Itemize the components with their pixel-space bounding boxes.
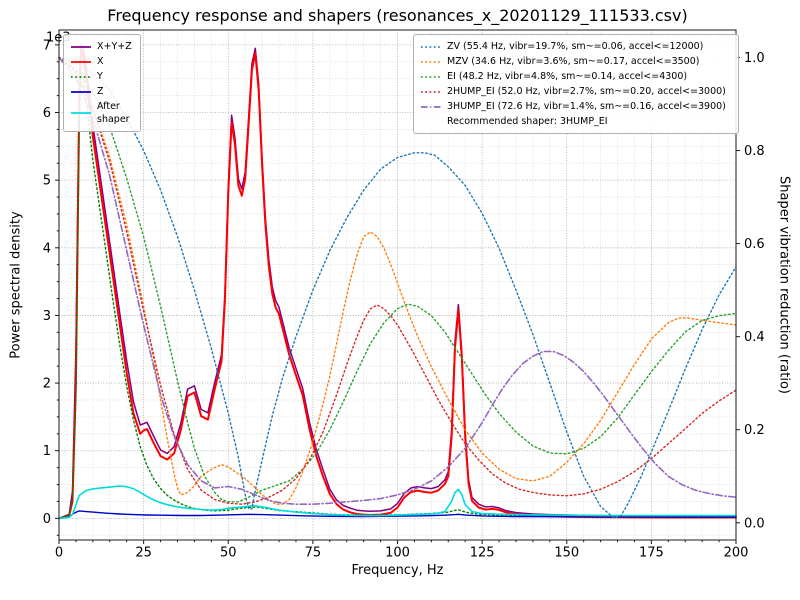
y-axis-label-right: Shaper vibration reduction (ratio) <box>776 176 792 394</box>
y-right-tick-label: 1.0 <box>744 51 765 66</box>
legend-entry: Z <box>70 85 134 98</box>
x-tick-label: 200 <box>724 546 749 561</box>
legend-label: EI (48.2 Hz, vibr=4.8%, sm~=0.14, accel<… <box>447 71 688 82</box>
legend-label: After shaper <box>97 101 130 125</box>
legend-entry: Y <box>70 70 134 83</box>
grid-major <box>58 30 737 540</box>
legend-label: MZV (34.6 Hz, vibr=3.6%, sm~=0.17, accel… <box>447 56 700 67</box>
series-after-shaper <box>58 485 737 520</box>
legend-entry: X <box>70 55 134 68</box>
legend-label: X <box>97 56 104 67</box>
legend-line-sample <box>71 45 91 48</box>
series-3hump_ei <box>58 56 737 506</box>
y-right-tick-label: 0.2 <box>744 423 765 438</box>
y-right-tick-label: 0.0 <box>744 516 765 531</box>
x-tick-label: 100 <box>385 546 410 561</box>
legend-entry: MZV (34.6 Hz, vibr=3.6%, sm~=0.17, accel… <box>420 55 732 68</box>
x-tick-label: 50 <box>220 546 237 561</box>
legend-entry: ZV (55.4 Hz, vibr=19.7%, sm~=0.06, accel… <box>420 40 732 53</box>
legend-entry: X+Y+Z <box>70 40 134 53</box>
y-right-tick-label: 0.6 <box>744 237 765 252</box>
y-right-tick-label: 0.4 <box>744 330 765 345</box>
legend-label: X+Y+Z <box>97 41 132 52</box>
recommended-shaper-text: Recommended shaper: 3HUMP_EI <box>447 116 608 127</box>
legend-entry: 2HUMP_EI (52.0 Hz, vibr=2.7%, sm~=0.20, … <box>420 85 732 98</box>
legend-entry: EI (48.2 Hz, vibr=4.8%, sm~=0.14, accel<… <box>420 70 732 83</box>
x-tick-label: 0 <box>55 546 63 561</box>
legend-line-sample <box>421 45 441 48</box>
series-2hump_ei <box>58 56 737 505</box>
x-tick-label: 125 <box>470 546 495 561</box>
legend-psd: X+Y+Z X Y Z After shaper <box>63 34 141 132</box>
y-left-tick-label: 1 <box>43 444 51 459</box>
series-x <box>58 50 737 520</box>
y-left-tick-label: 0 <box>43 512 51 527</box>
legend-label: 2HUMP_EI (52.0 Hz, vibr=2.7%, sm~=0.20, … <box>447 86 726 97</box>
legend-line-sample <box>71 60 91 63</box>
recommended-shaper-note: Recommended shaper: 3HUMP_EI <box>420 115 732 128</box>
axis-ticks <box>55 44 740 544</box>
y-right-tick-label: 0.8 <box>744 144 765 159</box>
x-tick-label: 150 <box>554 546 579 561</box>
y-left-tick-label: 5 <box>43 174 51 189</box>
legend-line-sample <box>421 105 441 108</box>
x-axis-label: Frequency, Hz <box>351 563 444 578</box>
chart-title: Frequency response and shapers (resonanc… <box>107 6 688 25</box>
series-zv <box>58 56 737 519</box>
y-left-tick-label: 4 <box>43 241 51 256</box>
legend-line-sample <box>71 112 91 114</box>
legend-line-sample <box>71 75 91 78</box>
legend-entry: After shaper <box>70 100 134 126</box>
y-left-tick-label: 6 <box>43 106 51 121</box>
y-left-tick-label: 2 <box>43 377 51 392</box>
series-z <box>58 510 737 520</box>
legend-label: Y <box>97 71 103 82</box>
x-tick-label: 75 <box>305 546 322 561</box>
series-y <box>58 71 737 520</box>
legend-label: 3HUMP_EI (72.6 Hz, vibr=1.4%, sm~=0.16, … <box>447 101 726 112</box>
y-axis-label-left: Power spectral density <box>8 211 24 359</box>
y-left-tick-label: 3 <box>43 309 51 324</box>
legend-label: ZV (55.4 Hz, vibr=19.7%, sm~=0.06, accel… <box>447 41 704 52</box>
legend-entry: 3HUMP_EI (72.6 Hz, vibr=1.4%, sm~=0.16, … <box>420 100 732 113</box>
x-tick-label: 25 <box>135 546 152 561</box>
series-mzv <box>58 56 737 505</box>
legend-shapers: ZV (55.4 Hz, vibr=19.7%, sm~=0.06, accel… <box>413 34 739 134</box>
x-tick-label: 175 <box>639 546 664 561</box>
axis-tick-labels: 0 25 50 75 100 125 150 175 200 0 1 2 3 4 5 6 7 0.0 0.2 0.4 0… <box>43 38 765 560</box>
legend-line-sample <box>71 90 91 93</box>
legend-line-sample <box>421 90 441 93</box>
legend-line-sample <box>421 75 441 78</box>
legend-line-sample <box>421 60 441 63</box>
legend-label: Z <box>97 86 104 97</box>
y-left-tick-label: 7 <box>43 38 51 53</box>
